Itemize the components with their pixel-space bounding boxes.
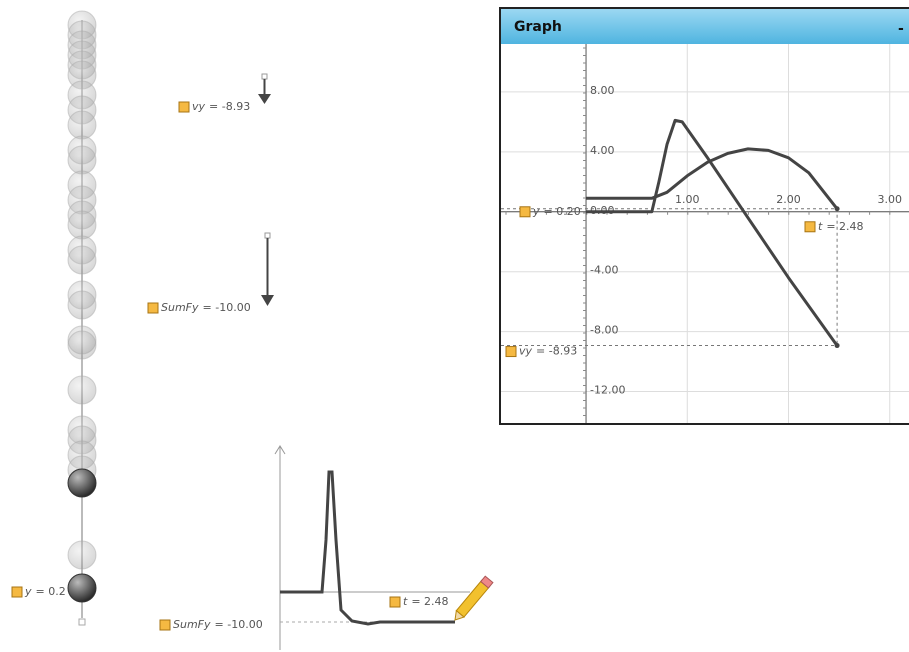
- ghost-ball: [67, 245, 97, 275]
- ghost-ball: [67, 330, 97, 360]
- y-tick-label: 0.00: [590, 204, 615, 217]
- readout-label: SumFy = -10.00: [173, 618, 263, 631]
- force-arrow: [261, 232, 274, 306]
- graph-window: Graph - 1.00 2.00 3.00 8.00 4.00 0.00 -4.00 -8.…: [499, 7, 909, 425]
- end-point: [834, 343, 840, 349]
- readout-checkbox[interactable]: [804, 221, 816, 233]
- x-tick-label: 3.00: [877, 193, 902, 206]
- readout-label: vy = -8.93: [192, 100, 250, 113]
- readout-label: t = 2.48: [403, 595, 449, 608]
- title-bar: [501, 9, 909, 44]
- ghost-ball: [67, 290, 97, 320]
- ghost-ball: [67, 540, 97, 570]
- data-line: [586, 147, 839, 210]
- velocity-arrow: [258, 73, 271, 104]
- readout-checkbox[interactable]: [389, 596, 401, 608]
- force-graph: [274, 445, 494, 650]
- readout-checkbox[interactable]: [11, 586, 23, 598]
- x-tick-label: 2.00: [776, 193, 801, 206]
- end-point: [834, 206, 840, 212]
- y-tick-label: 8.00: [590, 84, 615, 97]
- x-tick-label: 1.00: [675, 193, 700, 206]
- readout-label: y = 0.20: [532, 205, 581, 218]
- graph-title: Graph: [514, 19, 562, 35]
- readout-checkbox[interactable]: [159, 619, 171, 631]
- readout-checkbox[interactable]: [147, 302, 159, 314]
- ball: [67, 468, 97, 498]
- readout-checkbox[interactable]: [178, 101, 190, 113]
- ball-trail: [67, 10, 97, 626]
- readout-label: vy = -8.93: [519, 345, 577, 358]
- ghost-ball: [67, 375, 97, 405]
- readout-label: t = 2.48: [818, 220, 864, 233]
- minimize-button[interactable]: -: [898, 21, 904, 37]
- y-tick-label: -8.00: [590, 324, 618, 337]
- ghost-ball: [67, 210, 97, 240]
- readout-checkbox[interactable]: [519, 206, 531, 218]
- y-tick-label: -4.00: [590, 264, 618, 277]
- ghost-ball: [67, 110, 97, 140]
- y-tick-label: -12.00: [590, 384, 625, 397]
- readout-checkbox[interactable]: [505, 346, 517, 358]
- readout-label: SumFy = -10.00: [161, 301, 251, 314]
- pencil-icon[interactable]: [451, 575, 494, 623]
- ghost-ball: [67, 145, 97, 175]
- readout-label: y = 0.2: [24, 585, 66, 598]
- ball: [67, 573, 97, 603]
- y-tick-label: 4.00: [590, 144, 615, 157]
